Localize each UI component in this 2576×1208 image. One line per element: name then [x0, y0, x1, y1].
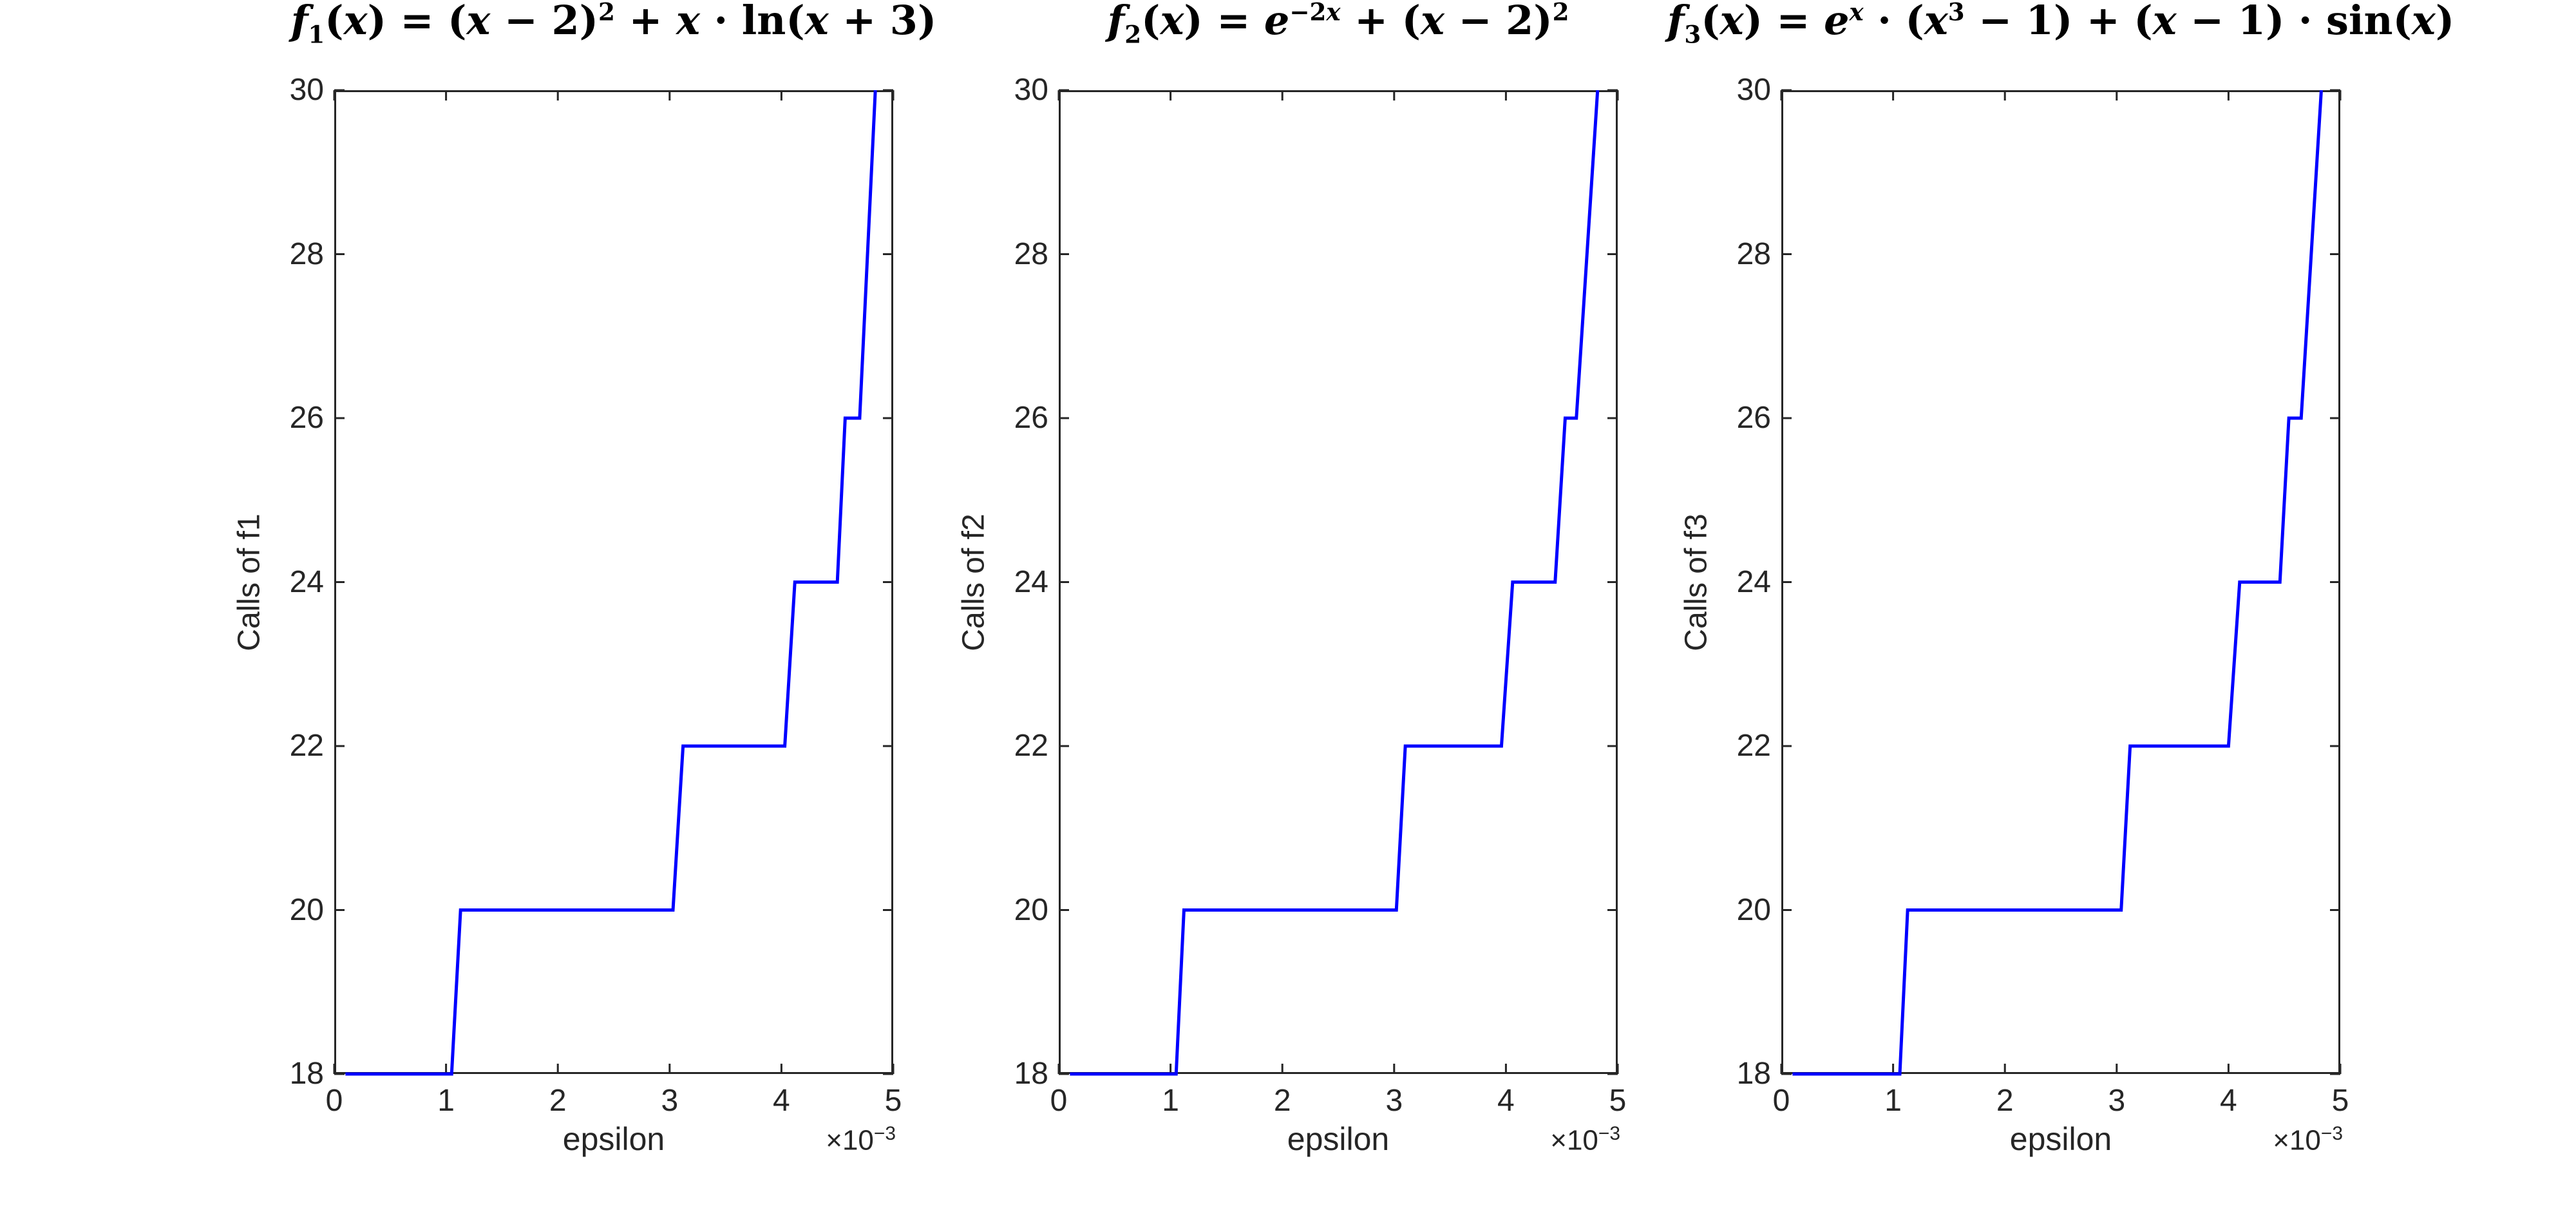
- y-tick-label: 24: [1736, 564, 1771, 599]
- x-tick-label: 0: [1050, 1084, 1068, 1118]
- y-tick-label: 20: [1736, 892, 1771, 927]
- y-tick-label: 20: [1014, 892, 1048, 927]
- x-axis-label: epsilon: [1287, 1121, 1390, 1157]
- y-tick-label: 28: [1736, 236, 1771, 271]
- x-tick-label: 0: [325, 1084, 343, 1118]
- x-tick-label: 4: [2220, 1084, 2237, 1118]
- y-tick-label: 26: [1014, 401, 1048, 435]
- x-tick-label: 5: [1609, 1084, 1627, 1118]
- y-tick-label: 28: [1014, 236, 1048, 271]
- x-tick-label: 4: [1497, 1084, 1515, 1118]
- axes-box: [1057, 89, 1619, 1076]
- y-tick-label: 24: [1014, 564, 1048, 599]
- x-tick-label: 1: [437, 1084, 455, 1118]
- x-scale-multiplier: ×10−3: [1550, 1123, 1620, 1156]
- y-tick-label: 30: [289, 73, 324, 107]
- x-scale-multiplier: ×10−3: [2273, 1123, 2343, 1156]
- x-tick-label: 2: [1996, 1084, 2014, 1118]
- axes-box: [333, 89, 895, 1076]
- x-tick-label: 5: [884, 1084, 902, 1118]
- x-tick-label: 2: [1273, 1084, 1291, 1118]
- y-tick-label: 26: [289, 401, 324, 435]
- y-tick-label: 20: [289, 892, 324, 927]
- y-tick-label: 30: [1736, 73, 1771, 107]
- x-tick-label: 3: [661, 1084, 679, 1118]
- y-tick-label: 26: [1736, 401, 1771, 435]
- plot-title: f1(x) = (x − 2)2 + x · ln(x + 3): [290, 0, 937, 49]
- plot-f1: f1(x) = (x − 2)2 + x · ln(x + 3) Calls o…: [232, 0, 937, 1157]
- x-tick-label: 4: [773, 1084, 790, 1118]
- y-tick-label: 22: [1736, 729, 1771, 763]
- plot-title: f3(x) = ex · (x3 − 1) + (x − 1) · sin(x): [1667, 0, 2455, 49]
- x-tick-label: 2: [549, 1084, 567, 1118]
- y-tick-label: 18: [289, 1057, 324, 1091]
- y-tick-label: 22: [1014, 729, 1048, 763]
- axes-box: [1780, 89, 2342, 1076]
- x-tick-label: 1: [1162, 1084, 1179, 1118]
- plot-f2: f2(x) = e−2x + (x − 2)2 Calls of f2 epsi…: [957, 0, 1627, 1157]
- y-tick-label: 30: [1014, 73, 1048, 107]
- x-axis-label: epsilon: [2009, 1121, 2112, 1157]
- x-tick-label: 0: [1772, 1084, 1790, 1118]
- x-scale-multiplier: ×10−3: [826, 1123, 896, 1156]
- plot-title: f2(x) = e−2x + (x − 2)2: [1107, 0, 1569, 49]
- curve-line: [1792, 90, 2323, 1076]
- x-tick-label: 5: [2331, 1084, 2349, 1118]
- y-tick-label: 24: [289, 564, 324, 599]
- x-tick-label: 3: [1385, 1084, 1403, 1118]
- y-tick-label: 28: [289, 236, 324, 271]
- y-tick-label: 18: [1014, 1057, 1048, 1091]
- x-tick-label: 3: [2108, 1084, 2126, 1118]
- y-tick-label: 22: [289, 729, 324, 763]
- y-tick-label: 18: [1736, 1057, 1771, 1091]
- plot-f3: f3(x) = ex · (x3 − 1) + (x − 1) · sin(x)…: [1667, 0, 2454, 1157]
- curve-line: [1070, 90, 1600, 1076]
- curve-line: [345, 90, 877, 1076]
- x-tick-label: 1: [1884, 1084, 1902, 1118]
- x-axis-label: epsilon: [562, 1121, 665, 1157]
